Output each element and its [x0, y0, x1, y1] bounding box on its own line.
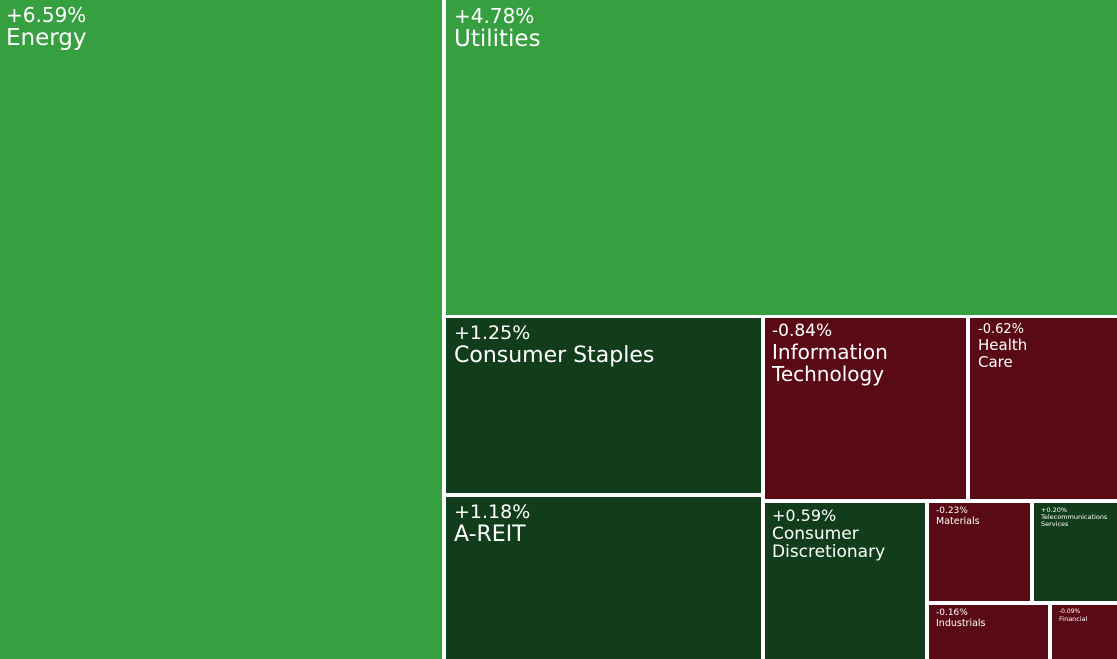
tile-value-label: +1.25%: [454, 321, 531, 344]
tile-value-label: +0.20%: [1041, 506, 1068, 515]
treemap-tile: +4.78% Utilities: [446, 0, 1117, 315]
tile-value-label: +6.59%: [6, 2, 87, 27]
treemap-tile: +0.59% Consumer Discretionary: [765, 503, 925, 659]
tile-name: Information Technology: [772, 339, 888, 386]
tile-name: Industrials: [936, 618, 986, 630]
tile-name: Materials: [936, 516, 980, 528]
tile-name: Financial: [1059, 614, 1088, 623]
tile-name: Consumer Staples: [454, 342, 655, 368]
tile-value-label: -0.09%: [1059, 608, 1081, 616]
tile-name: Consumer Discretionary: [772, 523, 886, 563]
tile-value-label: -0.23%: [936, 506, 968, 517]
tile-name: Utilities: [454, 25, 541, 52]
treemap-tile: +6.59% Energy: [0, 0, 442, 659]
tile-name: Telecommunications Services: [1041, 513, 1108, 529]
treemap-tile: -0.62% Health Care: [970, 318, 1117, 499]
treemap-tile: -0.09% Financial: [1052, 605, 1117, 659]
tile-name: A-REIT: [454, 521, 526, 547]
tile-name: Energy: [6, 24, 87, 51]
treemap-tile: +0.20% Telecommunications Services: [1034, 503, 1117, 601]
tile-value-label: +4.78%: [454, 3, 535, 28]
treemap-tile: -0.84% Information Technology: [765, 318, 966, 499]
treemap-tile: -0.16% Industrials: [929, 605, 1048, 659]
tile-value-label: -0.62%: [978, 321, 1024, 337]
tile-value-label: +1.18%: [454, 500, 531, 523]
treemap-tile: +1.25% Consumer Staples: [446, 318, 761, 493]
treemap-tile: +1.18% A-REIT: [446, 497, 761, 659]
tile-value-label: -0.84%: [772, 321, 833, 342]
tile-value-label: -0.16%: [936, 608, 968, 619]
tile-name: Health Care: [978, 336, 1028, 371]
tile-value-label: +0.59%: [772, 506, 837, 526]
treemap-tile: -0.23% Materials: [929, 503, 1030, 601]
